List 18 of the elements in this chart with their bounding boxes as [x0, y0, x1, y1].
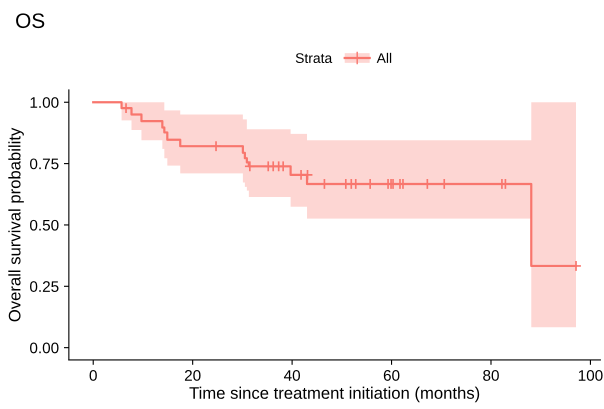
y-tick-label: 0.25 — [30, 281, 58, 292]
x-tick-label: 20 — [184, 370, 201, 381]
x-tick-label: 60 — [384, 370, 400, 381]
chart-title: OS — [16, 13, 44, 28]
y-tick-label: 0.50 — [30, 220, 59, 231]
x-tick-label: 80 — [483, 370, 499, 381]
x-tick-label: 100 — [578, 370, 603, 381]
legend-title: Strata — [296, 53, 332, 64]
y-axis-title: Overall survival probability — [8, 128, 24, 322]
y-tick-label: 0.00 — [30, 342, 59, 354]
legend-label: All — [376, 52, 392, 63]
y-tick-label: 0.75 — [30, 158, 58, 170]
point — [244, 160, 256, 172]
point — [210, 140, 222, 152]
x-tick-label: 40 — [284, 370, 300, 381]
x-tick-label: 0 — [90, 370, 97, 381]
x-axis-title: Time since treatment initiation (months) — [189, 386, 480, 402]
y-tick-label: 1.00 — [30, 97, 59, 108]
